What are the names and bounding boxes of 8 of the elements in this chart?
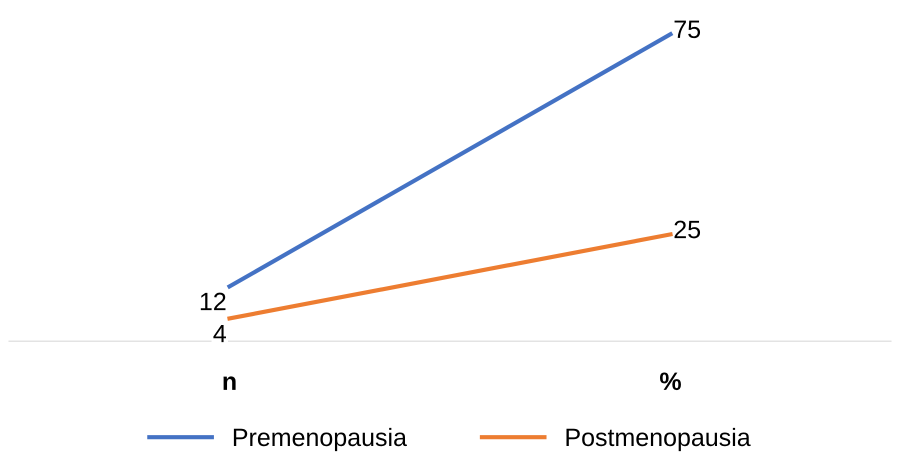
data-label: 75 [674,20,700,38]
x-tick-label: % [660,372,681,390]
data-label: 12 [200,292,226,310]
legend-label: Postmenopausia [566,428,751,452]
data-label: 4 [213,324,226,342]
data-label: 25 [674,220,700,238]
x-tick-label: n [224,376,236,390]
legend-label: Premenopausia [234,428,407,452]
